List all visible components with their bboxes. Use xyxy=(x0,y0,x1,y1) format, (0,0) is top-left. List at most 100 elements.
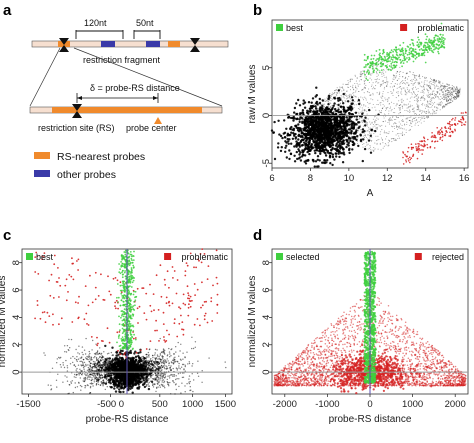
point-black xyxy=(362,125,365,127)
point-black xyxy=(361,89,363,91)
point-black xyxy=(349,134,351,136)
point-black xyxy=(310,112,312,114)
point-black xyxy=(386,78,388,80)
point-black xyxy=(315,148,318,152)
point-black xyxy=(446,103,448,105)
point-black xyxy=(62,362,64,364)
point-black xyxy=(326,159,329,162)
point-black xyxy=(361,128,365,131)
point-black xyxy=(416,101,418,103)
point-black xyxy=(84,387,86,389)
point-best xyxy=(382,48,385,51)
point-best xyxy=(431,42,434,45)
point-black xyxy=(316,106,318,108)
point-black xyxy=(363,104,365,106)
point-black xyxy=(385,71,387,73)
point-black xyxy=(379,85,381,87)
point-black xyxy=(344,94,347,96)
point-best xyxy=(391,59,394,61)
point-black xyxy=(350,95,352,97)
point-black xyxy=(357,130,359,132)
point-black xyxy=(76,368,78,370)
point-black xyxy=(179,358,182,360)
point-black xyxy=(369,137,371,139)
point-black xyxy=(414,74,416,76)
point-black xyxy=(377,139,379,141)
point-black xyxy=(293,154,296,157)
point-black xyxy=(295,150,298,154)
point-black xyxy=(350,124,354,128)
point-best xyxy=(390,49,393,52)
point-problematic xyxy=(410,148,413,150)
point-black xyxy=(327,103,330,106)
point-black xyxy=(401,89,403,91)
point-black xyxy=(417,82,419,84)
point-black xyxy=(321,99,325,102)
point-best xyxy=(411,39,414,41)
point-black xyxy=(310,117,312,119)
point-black xyxy=(193,379,195,381)
point-black xyxy=(369,139,371,141)
point-black xyxy=(353,94,355,96)
point-black xyxy=(79,377,82,379)
point-black xyxy=(399,127,401,129)
point-black xyxy=(359,83,361,85)
point-problematic xyxy=(438,133,441,136)
fragment-bar-top xyxy=(31,40,229,48)
point-best xyxy=(409,43,412,46)
point-black xyxy=(435,94,437,96)
point-black xyxy=(402,107,404,109)
point-black xyxy=(345,131,347,133)
point-black xyxy=(93,381,96,383)
point-black xyxy=(314,117,316,119)
point-black xyxy=(188,378,190,380)
point-black xyxy=(329,93,331,95)
point-black xyxy=(333,147,336,151)
point-black xyxy=(372,130,374,133)
point-black xyxy=(338,103,340,105)
point-problematic xyxy=(443,134,446,137)
point-black xyxy=(372,92,374,94)
point-black xyxy=(418,75,421,77)
point-black xyxy=(324,98,326,100)
point-black xyxy=(443,105,445,107)
point-best xyxy=(441,36,443,39)
point-black xyxy=(423,97,425,99)
point-black xyxy=(338,142,341,145)
point-black xyxy=(412,110,414,112)
point-black xyxy=(296,157,299,161)
point-best xyxy=(415,56,418,59)
dim-120nt-label: 120nt xyxy=(84,18,107,28)
point-black xyxy=(362,139,364,141)
point-black xyxy=(420,99,422,101)
point-black xyxy=(333,135,335,137)
point-black xyxy=(333,93,335,95)
point-best xyxy=(437,50,439,53)
point-black xyxy=(398,113,400,115)
point-black xyxy=(401,101,403,103)
point-black xyxy=(369,94,371,96)
point-black xyxy=(346,143,349,146)
point-best xyxy=(389,60,391,62)
point-best xyxy=(366,79,369,81)
point-black xyxy=(311,135,314,138)
point-black xyxy=(334,107,337,111)
point-black xyxy=(449,87,451,89)
point-black xyxy=(381,129,383,131)
point-black xyxy=(90,382,93,384)
point-black xyxy=(354,75,356,77)
point-black xyxy=(324,111,326,113)
dimension-50nt: 50nt xyxy=(133,18,161,39)
point-black xyxy=(353,92,355,94)
point-black xyxy=(335,128,337,130)
point-black xyxy=(281,136,284,140)
point-black xyxy=(392,94,394,97)
point-black xyxy=(376,126,378,128)
legend-other-label: other probes xyxy=(57,169,116,181)
point-black xyxy=(363,81,365,83)
point-black xyxy=(377,113,379,115)
point-best xyxy=(365,59,368,62)
point-problematic xyxy=(451,119,453,121)
point-black xyxy=(387,101,389,103)
point-black xyxy=(328,135,331,137)
